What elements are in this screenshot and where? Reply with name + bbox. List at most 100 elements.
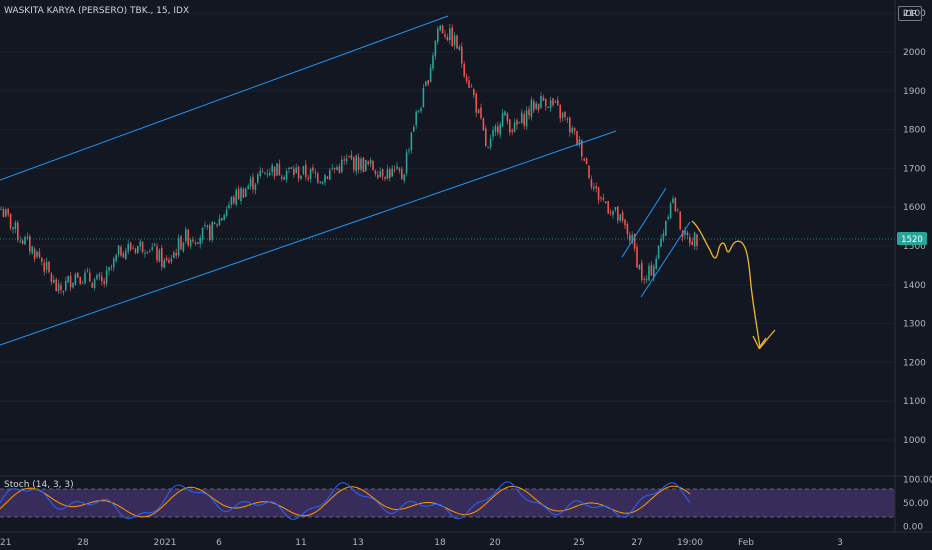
candle-body bbox=[168, 259, 170, 264]
candle-body bbox=[624, 219, 626, 226]
x-tick-label: 18 bbox=[434, 538, 446, 548]
x-tick-label: 28 bbox=[77, 538, 89, 548]
candle-body bbox=[314, 172, 317, 174]
candle-body bbox=[677, 209, 679, 211]
stoch-tick-label: 50.00 bbox=[903, 499, 929, 509]
stoch-axis[interactable]: 100.00 50.00 0.00 bbox=[903, 476, 932, 533]
candle-body bbox=[146, 252, 149, 254]
candle-body bbox=[14, 222, 17, 229]
candle-body bbox=[487, 146, 489, 148]
candle-body bbox=[593, 187, 595, 189]
channel-lower-line[interactable] bbox=[0, 130, 617, 346]
candle-body bbox=[581, 140, 583, 157]
x-tick-label: 2021 bbox=[154, 538, 177, 548]
candle-body bbox=[245, 188, 247, 197]
stoch-indicator-label[interactable]: Stoch (14, 3, 3) bbox=[4, 480, 74, 490]
candle-body bbox=[295, 167, 297, 173]
candle-body bbox=[451, 27, 453, 47]
candle-body bbox=[153, 244, 156, 246]
candle-body bbox=[177, 238, 180, 256]
candle-body bbox=[213, 222, 216, 225]
candle-body bbox=[653, 266, 655, 278]
candle-body bbox=[5, 209, 7, 217]
last-price-tag bbox=[897, 232, 927, 245]
x-tick-label: Feb bbox=[738, 538, 754, 548]
x-tick-label: 25 bbox=[573, 538, 584, 548]
candle-body bbox=[504, 111, 506, 116]
candle-body bbox=[288, 167, 290, 170]
x-tick-label: 21 bbox=[0, 538, 11, 548]
candle-body bbox=[389, 169, 391, 178]
grid-lines bbox=[0, 12, 895, 441]
candle-body bbox=[362, 157, 365, 172]
candle-body bbox=[43, 262, 45, 272]
candle-body bbox=[674, 197, 677, 212]
wedge-lower-line[interactable] bbox=[640, 221, 691, 298]
candle-body bbox=[355, 155, 357, 172]
candle-body bbox=[41, 257, 43, 262]
candle-body bbox=[48, 261, 50, 273]
candle-body bbox=[537, 103, 540, 111]
candle-body bbox=[204, 224, 206, 226]
candle-body bbox=[667, 216, 669, 219]
time-axis[interactable]: 21 28 2021 6 11 13 18 20 25 27 19:00 Feb 3 bbox=[0, 538, 843, 548]
candle-body bbox=[559, 105, 561, 119]
x-tick-label: 27 bbox=[631, 538, 642, 548]
candle-body bbox=[597, 187, 600, 200]
candle-body bbox=[329, 170, 331, 180]
projection-sketch[interactable] bbox=[691, 220, 776, 350]
candle-body bbox=[633, 234, 636, 249]
candle-body bbox=[489, 138, 492, 148]
candle-body bbox=[605, 201, 607, 203]
candle-body bbox=[338, 166, 341, 173]
candle-body bbox=[24, 236, 26, 245]
candle-body bbox=[57, 283, 60, 292]
candle-body bbox=[307, 177, 309, 180]
candle-body bbox=[403, 174, 405, 181]
channel-upper-line[interactable] bbox=[0, 15, 449, 181]
candle-body bbox=[513, 122, 516, 132]
candle-body bbox=[29, 236, 31, 252]
candle-body bbox=[86, 270, 89, 272]
candle-body bbox=[293, 168, 295, 176]
candle-body bbox=[175, 253, 177, 256]
candle-body bbox=[501, 113, 504, 126]
candle-body bbox=[201, 227, 204, 240]
candle-body bbox=[62, 291, 65, 293]
candle-body bbox=[81, 282, 84, 284]
candle-body bbox=[242, 188, 245, 198]
candle-body bbox=[101, 276, 103, 282]
candle-body bbox=[554, 101, 557, 103]
candle-body bbox=[665, 221, 667, 236]
price-axis[interactable]: 2100 2000 1900 1800 1700 1600 1500 1400 1300 1200… bbox=[903, 9, 926, 446]
candle-body bbox=[669, 203, 672, 219]
candle-body bbox=[374, 170, 377, 174]
candle-body bbox=[173, 252, 175, 258]
candle-body bbox=[477, 109, 480, 114]
candle-body bbox=[494, 126, 497, 132]
candle-body bbox=[225, 209, 228, 216]
candle-body bbox=[89, 272, 91, 282]
candle-body bbox=[614, 207, 617, 210]
candle-body bbox=[218, 218, 221, 226]
candle-body bbox=[461, 46, 463, 64]
candle-body bbox=[125, 250, 127, 260]
y-tick-label: 1400 bbox=[903, 281, 926, 291]
currency-badge[interactable]: IDR bbox=[898, 6, 922, 21]
candle-body bbox=[696, 234, 698, 246]
candle-body bbox=[55, 279, 57, 292]
candle-body bbox=[182, 242, 185, 252]
candle-body bbox=[60, 285, 62, 291]
candle-body bbox=[585, 158, 588, 165]
candle-body bbox=[645, 278, 648, 280]
candle-body bbox=[261, 171, 264, 173]
candle-body bbox=[381, 169, 384, 177]
candle-body bbox=[612, 210, 614, 216]
candle-body bbox=[67, 275, 69, 283]
candle-body bbox=[305, 164, 307, 178]
candle-body bbox=[417, 111, 420, 113]
wedge-upper-line[interactable] bbox=[621, 187, 667, 258]
candle-body bbox=[21, 240, 24, 244]
candle-body bbox=[396, 166, 398, 169]
